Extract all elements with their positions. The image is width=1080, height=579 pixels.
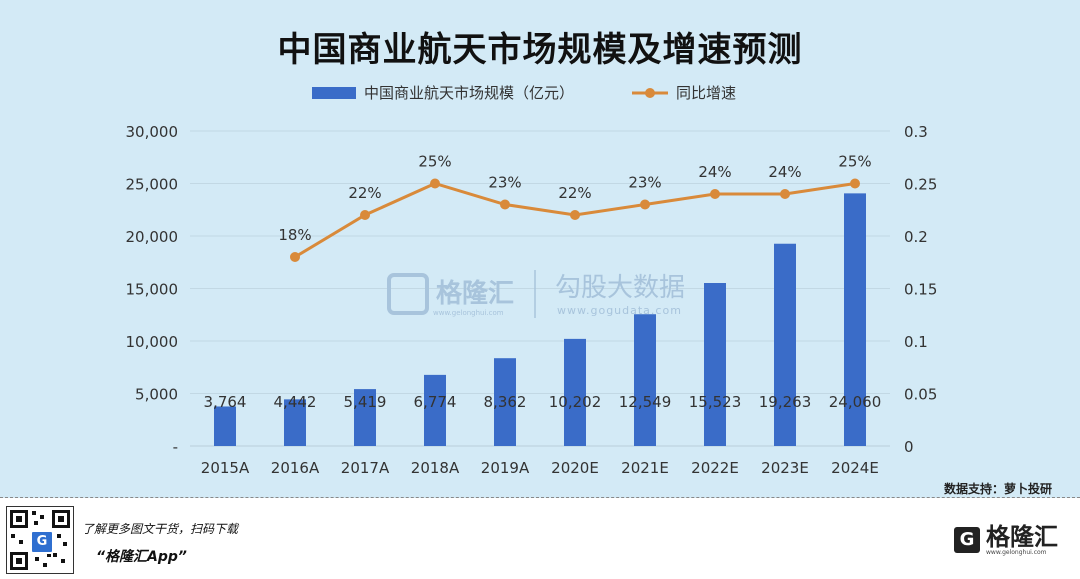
x-tick-label: 2021E — [621, 459, 669, 477]
footer-app-name: “格隆汇App” — [96, 549, 187, 565]
legend-bar-label: 中国商业航天市场规模（亿元） — [364, 84, 574, 102]
footer-logo-sub: www.gelonghui.com — [986, 548, 1047, 556]
bar — [284, 399, 306, 446]
footer-promo: 了解更多图文干货，扫码下载 — [82, 522, 239, 536]
legend-line-marker — [645, 88, 655, 98]
watermark-partner: 勾股大数据 — [555, 273, 685, 303]
footer-logo-text: 格隆汇 — [986, 522, 1058, 551]
line-data-label: 24% — [698, 163, 731, 181]
x-tick-label: 2019A — [481, 459, 530, 477]
qr-code[interactable]: G — [6, 506, 74, 574]
line-data-label: 22% — [558, 184, 591, 202]
y-right-tick-label: 0 — [904, 438, 914, 456]
y-left-tick-label: 20,000 — [126, 228, 179, 246]
line-point — [290, 252, 300, 262]
watermark-brand-sub: www.gelonghui.com — [433, 309, 504, 317]
bar-data-label: 19,263 — [759, 393, 812, 411]
bar — [564, 338, 586, 446]
bar — [844, 193, 866, 446]
bar-data-label: 10,202 — [549, 393, 602, 411]
bar — [494, 358, 516, 446]
page-title: 中国商业航天市场规模及增速预测 — [277, 30, 803, 70]
footer: G 了解更多图文干货，扫码下载 “格隆汇App” G 格隆汇 www.gelon… — [0, 498, 1080, 579]
line-point — [780, 189, 790, 199]
bar-data-label: 6,774 — [414, 393, 457, 411]
y-right-tick-label: 0.05 — [904, 386, 937, 404]
y-right-tick-label: 0.1 — [904, 333, 928, 351]
line-data-label: 18% — [278, 226, 311, 244]
bar — [424, 374, 446, 446]
x-tick-label: 2020E — [551, 459, 599, 477]
gelonghui-logo-icon: G — [954, 527, 980, 553]
line-data-label: 24% — [768, 163, 801, 181]
bar-data-label: 15,523 — [689, 393, 742, 411]
bar — [774, 243, 796, 446]
x-tick-label: 2016A — [271, 459, 320, 477]
x-tick-label: 2022E — [691, 459, 739, 477]
gelonghui-watermark-icon — [387, 273, 429, 315]
bar-data-label: 24,060 — [829, 393, 882, 411]
bar — [354, 389, 376, 446]
line-data-label: 23% — [628, 174, 661, 192]
y-left-tick-label: 30,000 — [126, 123, 179, 141]
line-data-label: 22% — [348, 184, 381, 202]
line-point — [850, 178, 860, 189]
line-point — [640, 199, 650, 210]
bar-data-label: 4,442 — [274, 393, 317, 411]
footer-logo: G 格隆汇 www.gelonghui.com — [954, 522, 1058, 556]
watermark-partner-url: www.gogudata.com — [557, 304, 682, 317]
axes: - 5,000 10,000 15,000 20,000 25,000 30,000 0 0.0… — [126, 123, 938, 477]
bar-series: 3,764 4,442 5,419 6,774 8,362 10,202 12,549 15,… — [204, 193, 882, 446]
line-point — [430, 178, 440, 189]
y-left-tick-label: - — [173, 438, 178, 456]
bar — [704, 283, 726, 446]
line-point — [570, 210, 580, 220]
bar-data-label: 12,549 — [619, 393, 672, 411]
bar — [634, 314, 656, 446]
bar-data-label: 8,362 — [484, 393, 527, 411]
y-left-tick-label: 25,000 — [126, 176, 179, 194]
app-logo-icon: G — [30, 530, 54, 554]
line-series: 18% 22% 25% 23% 22% 23% 24% 24% 25% — [278, 153, 872, 262]
line-data-label: 23% — [488, 174, 521, 192]
legend-bar-swatch — [312, 87, 356, 99]
footer-divider — [0, 497, 1080, 498]
y-right-tick-label: 0.15 — [904, 281, 937, 299]
legend: 中国商业航天市场规模（亿元） 同比增速 — [312, 84, 736, 102]
line-point — [360, 210, 370, 220]
x-tick-label: 2018A — [411, 459, 460, 477]
line-data-label: 25% — [418, 153, 451, 171]
legend-line-label: 同比增速 — [676, 84, 736, 102]
y-right-tick-label: 0.25 — [904, 176, 937, 194]
x-tick-label: 2024E — [831, 459, 879, 477]
bar-data-label: 3,764 — [204, 393, 247, 411]
x-tick-label: 2017A — [341, 459, 390, 477]
x-tick-label: 2015A — [201, 459, 250, 477]
y-right-tick-label: 0.3 — [904, 123, 928, 141]
line-point — [500, 199, 510, 210]
line-point — [710, 189, 720, 199]
y-left-tick-label: 15,000 — [126, 281, 179, 299]
watermark-brand: 格隆汇 — [436, 278, 514, 309]
y-left-tick-label: 5,000 — [135, 386, 178, 404]
x-tick-label: 2023E — [761, 459, 809, 477]
y-right-tick-label: 0.2 — [904, 228, 928, 246]
line-data-label: 25% — [838, 153, 871, 171]
bar-data-label: 5,419 — [344, 393, 387, 411]
gridlines — [190, 130, 890, 447]
y-left-tick-label: 10,000 — [126, 333, 179, 351]
source-note: 数据支持：萝卜投研 — [943, 482, 1052, 496]
bar — [214, 406, 236, 446]
qr-pattern-icon — [10, 510, 70, 570]
